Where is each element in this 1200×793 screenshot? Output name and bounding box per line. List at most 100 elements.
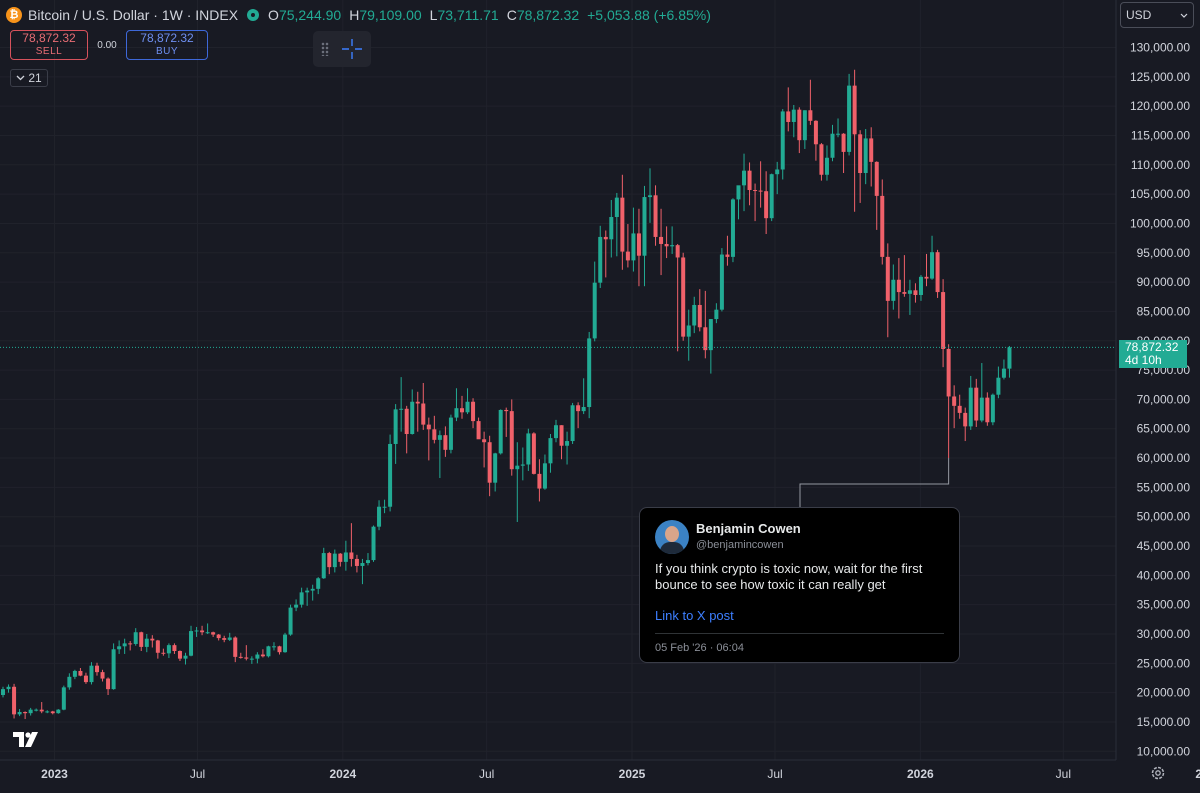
candle: [802, 110, 807, 149]
candle: [714, 303, 719, 324]
candle-body: [17, 712, 22, 715]
tweet-text: If you think crypto is toxic now, wait f…: [655, 561, 923, 592]
candle: [753, 183, 758, 222]
candle: [974, 378, 979, 427]
candle: [935, 249, 940, 298]
candle: [177, 650, 182, 661]
candle-body: [509, 411, 514, 470]
candle: [990, 393, 995, 426]
candle-body: [968, 387, 973, 427]
candle-body: [670, 245, 675, 247]
candle: [852, 69, 857, 212]
candle: [316, 577, 321, 595]
candle-body: [327, 553, 332, 568]
candle-body: [780, 111, 785, 170]
candle-body: [283, 634, 288, 653]
candle: [764, 171, 769, 235]
candle-body: [764, 191, 769, 219]
candle: [636, 208, 641, 287]
candle-body: [349, 552, 354, 559]
candle-body: [813, 120, 818, 145]
candle-body: [996, 377, 1001, 395]
candle-body: [432, 429, 437, 440]
candle-body: [941, 292, 946, 349]
time-axis[interactable]: 2023Jul2024Jul2025Jul2026Jul2027Jul: [41, 767, 1200, 781]
candle: [404, 405, 409, 454]
price-tick-label: 60,000.00: [1137, 451, 1191, 465]
candle: [56, 709, 61, 714]
candle: [332, 549, 337, 573]
candle: [465, 388, 470, 415]
candle-body: [294, 604, 299, 608]
eye-icon[interactable]: [247, 9, 260, 21]
candle: [415, 391, 420, 432]
candle-body: [758, 190, 763, 192]
candle-body: [891, 279, 896, 301]
currency-value: USD: [1126, 8, 1152, 22]
candle-body: [836, 133, 841, 135]
candle: [183, 652, 188, 665]
drag-handle-icon[interactable]: [321, 42, 329, 56]
price-axis[interactable]: 130,000.00 125,000.00 120,000.00 115,000.00…: [1130, 41, 1190, 759]
candle: [520, 447, 525, 481]
candle: [244, 645, 249, 661]
candle: [448, 414, 453, 454]
ohlc-low-value: 73,711.71: [437, 7, 499, 23]
symbol-title[interactable]: Bitcoin / U.S. Dollar · 1W · INDEX: [28, 7, 239, 23]
tweet-author-name: Benjamin Cowen: [696, 521, 801, 536]
candle-body: [797, 109, 802, 141]
candle-body: [144, 638, 149, 647]
candle: [421, 382, 426, 430]
candle-body: [393, 409, 398, 444]
candle: [725, 235, 730, 266]
crosshair-icon[interactable]: [341, 38, 363, 60]
candle-body: [338, 553, 343, 562]
candle: [266, 645, 271, 658]
candle: [791, 104, 796, 138]
candle: [603, 230, 608, 278]
candle: [365, 553, 370, 566]
tradingview-logo-icon[interactable]: [13, 732, 43, 748]
buy-button[interactable]: 78,872.32 BUY: [126, 30, 208, 60]
candle: [659, 208, 664, 276]
candle-body: [730, 199, 735, 257]
candle-body: [609, 216, 614, 240]
candle-body: [50, 711, 55, 714]
candle-body: [493, 453, 498, 483]
candle: [930, 235, 935, 280]
candle: [631, 207, 636, 272]
tweet-link[interactable]: Link to X post: [655, 608, 734, 623]
candle: [399, 377, 404, 432]
candle-body: [100, 672, 105, 679]
candle-body: [653, 195, 658, 237]
price-tick-label: 35,000.00: [1137, 598, 1191, 612]
candle-body: [913, 290, 918, 296]
price-tick-label: 50,000.00: [1137, 510, 1191, 524]
candle: [61, 685, 66, 711]
candle-body: [354, 558, 359, 566]
price-tick-label: 90,000.00: [1137, 275, 1191, 289]
sell-button[interactable]: 78,872.32 SELL: [10, 30, 88, 60]
candle-body: [786, 111, 791, 122]
candle: [570, 402, 575, 444]
candle-body: [974, 387, 979, 421]
gear-icon[interactable]: [1150, 765, 1166, 781]
candle: [642, 185, 647, 287]
candle-body: [200, 630, 205, 633]
candle-body: [736, 185, 741, 200]
candle: [559, 425, 564, 460]
candle-body: [277, 646, 282, 653]
candle: [885, 243, 890, 338]
candle-body: [957, 405, 962, 413]
indicator-collapse-toggle[interactable]: 21: [10, 69, 48, 87]
currency-select[interactable]: USD: [1120, 2, 1194, 28]
candle: [542, 454, 547, 490]
candle: [23, 711, 28, 720]
candle-body: [78, 670, 83, 676]
candle: [6, 684, 11, 693]
candle-body: [963, 412, 968, 427]
candle: [255, 652, 260, 664]
candle: [321, 547, 326, 579]
candle: [150, 635, 155, 648]
